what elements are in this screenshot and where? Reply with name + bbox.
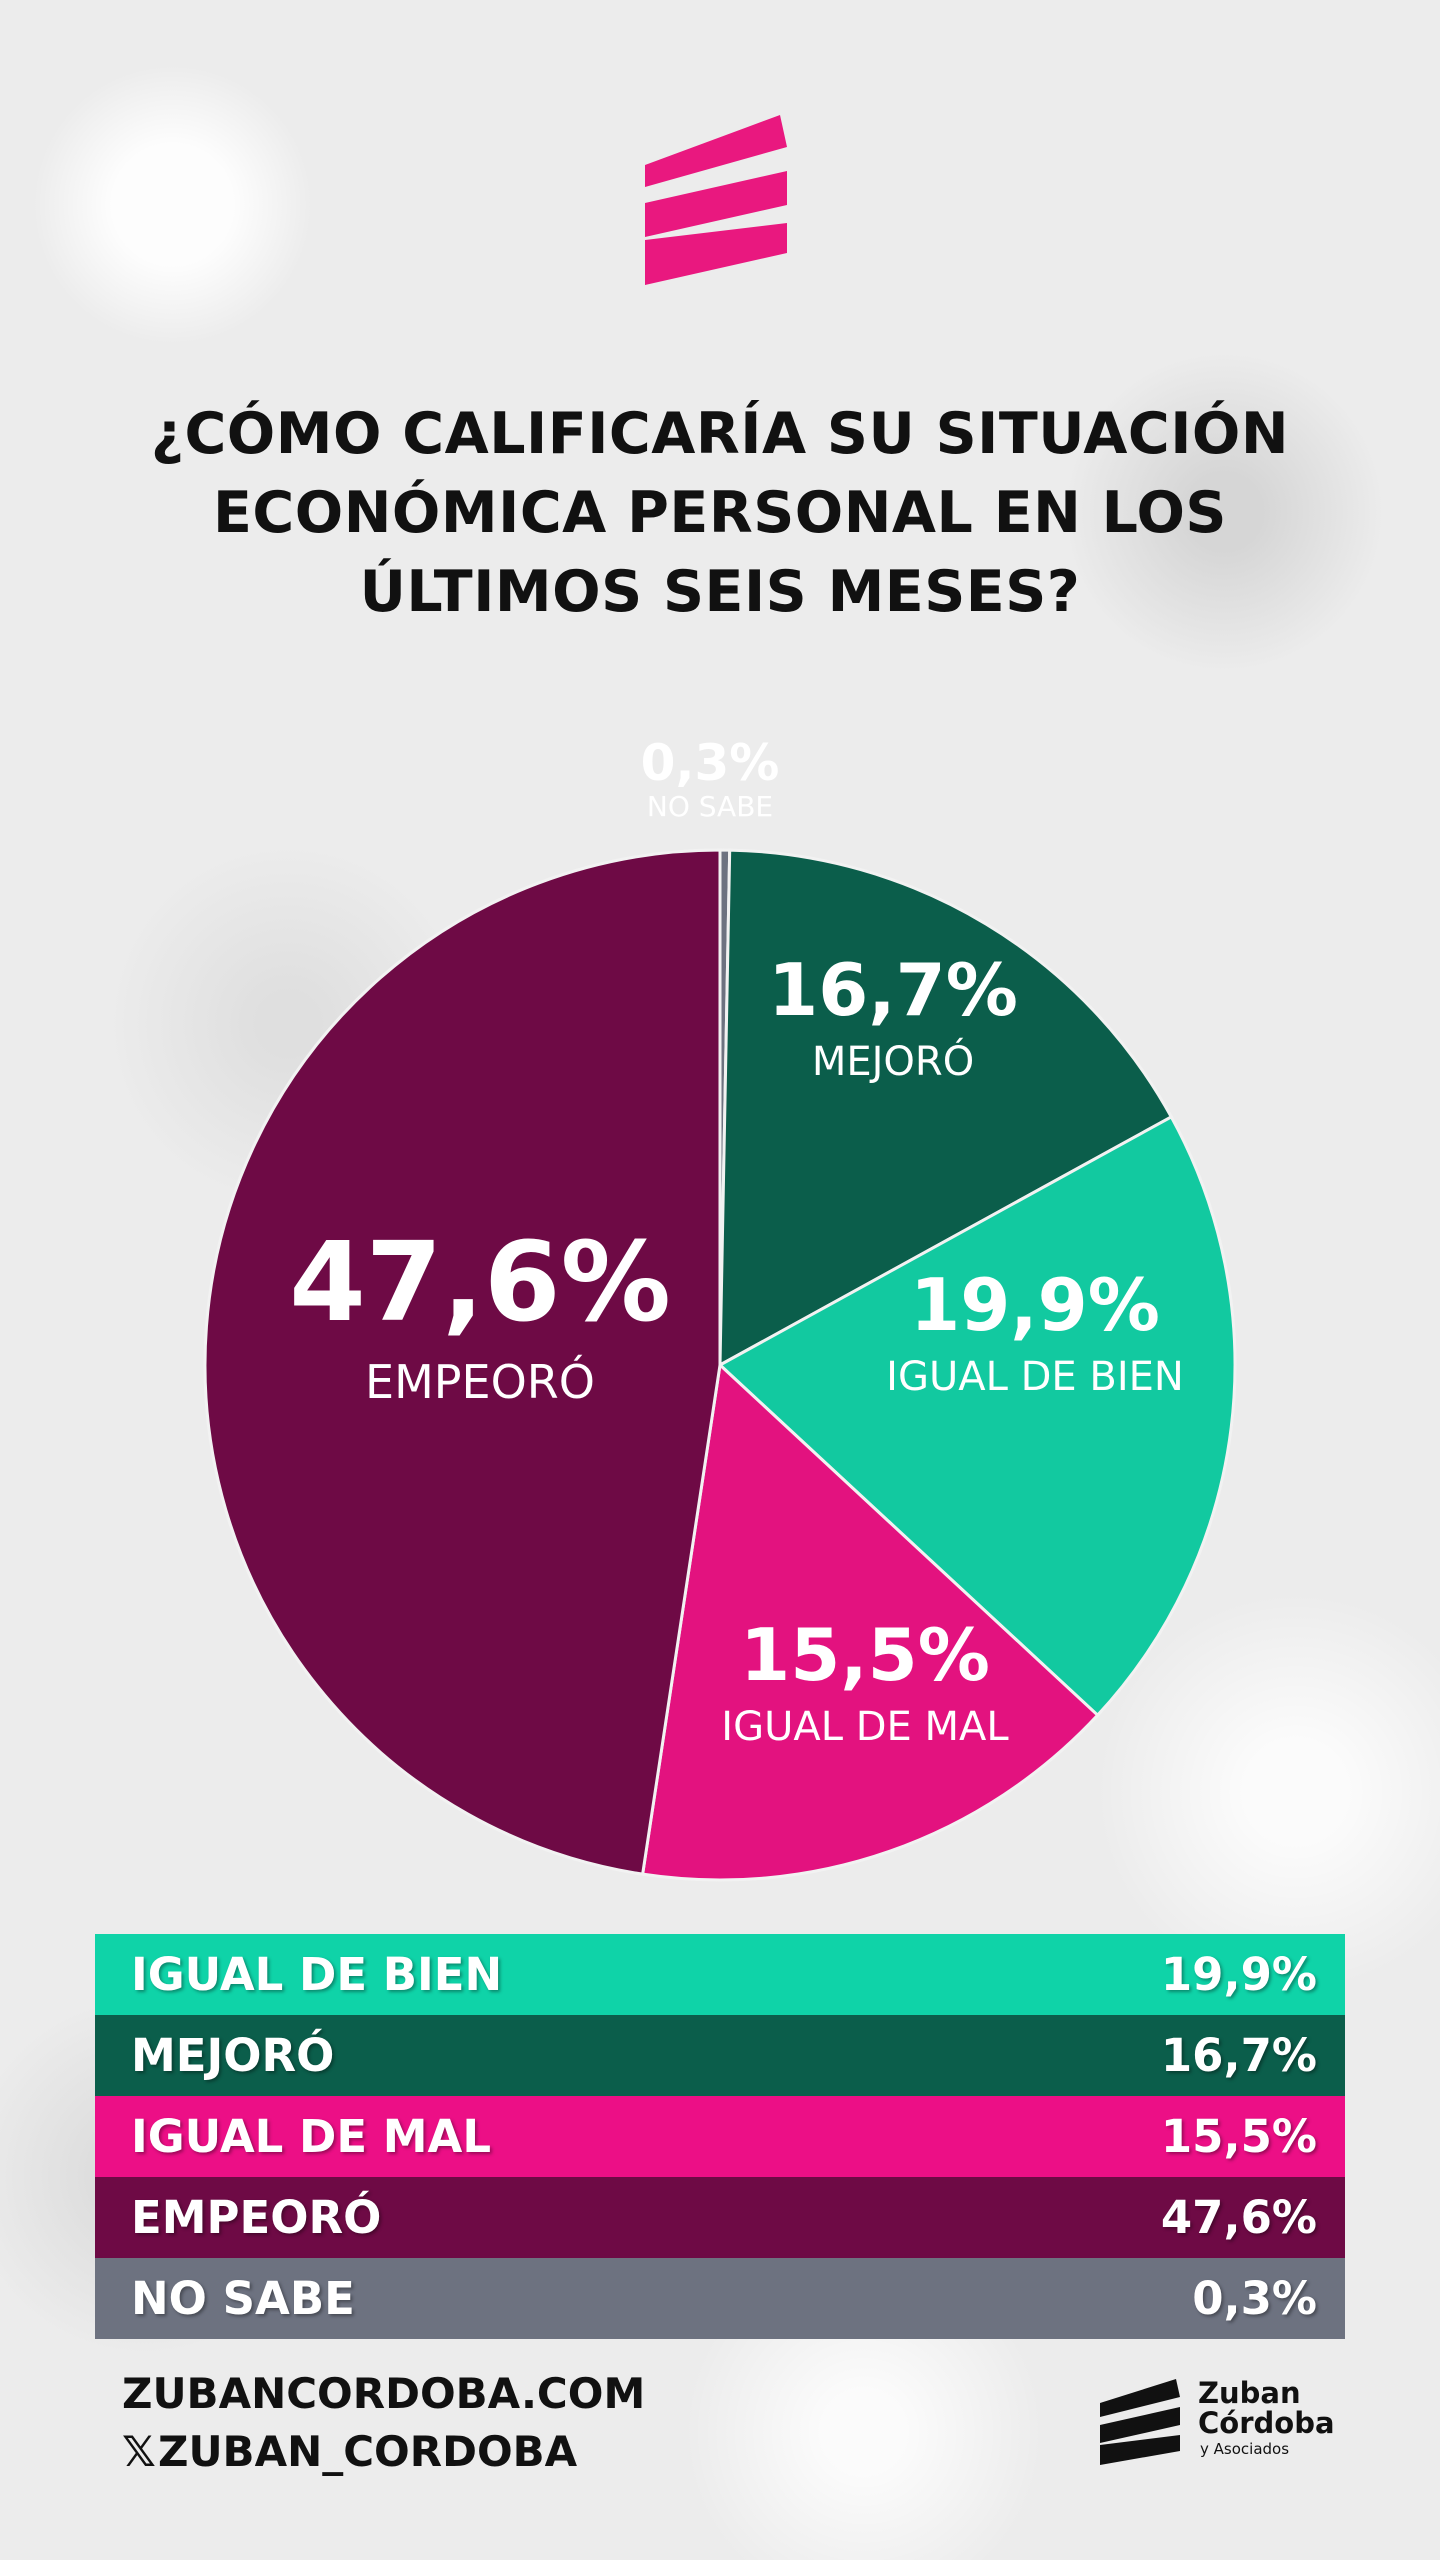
row-value: 19,9% <box>1160 1948 1317 2001</box>
handle-text: ZUBAN_CORDOBA <box>158 2427 578 2476</box>
brand-name-line-3: y Asociados <box>1200 2440 1290 2458</box>
pie-slice-mejoró <box>718 848 1174 1368</box>
brand-logo-icon <box>645 115 787 285</box>
row-value: 16,7% <box>1160 2029 1317 2082</box>
title-line-1: ¿CÓMO CALIFICARÍA SU SITUACIÓN <box>150 401 1290 467</box>
brand-mark-icon <box>1100 2379 1180 2465</box>
slice-category-label: IGUAL DE BIEN <box>886 1354 1184 1400</box>
slice-category-label: MEJORÓ <box>812 1037 974 1085</box>
slice-value-label: 0,3% <box>641 734 780 792</box>
pie-slice-empeoró <box>203 848 722 1876</box>
slice-category-label: EMPEORÓ <box>365 1355 595 1409</box>
page-title: ¿CÓMO CALIFICARÍA SU SITUACIÓN ECONÓMICA… <box>60 395 1380 632</box>
table-row: IGUAL DE MAL 15,5% <box>95 2096 1345 2177</box>
footer-brand-logo: Zuban Córdoba y Asociados <box>1100 2375 1335 2475</box>
slice-category-label: IGUAL DE MAL <box>721 1704 1009 1750</box>
slice-value-label: 16,7% <box>768 948 1018 1032</box>
row-label: EMPEORÓ <box>131 2191 382 2244</box>
title-line-2: ECONÓMICA PERSONAL EN LOS <box>213 480 1227 546</box>
table-row: EMPEORÓ 47,6% <box>95 2177 1345 2258</box>
pie-slice-igual-de-mal <box>640 1361 1100 1882</box>
row-label: MEJORÓ <box>131 2029 335 2082</box>
pie-chart: 0,3%NO SABE 16,7% MEJORÓ 19,9% IGUAL DE BIEN… <box>203 734 1237 1882</box>
slice-value-label: 47,6% <box>289 1218 671 1346</box>
row-label: NO SABE <box>131 2272 355 2325</box>
summary-table: IGUAL DE BIEN 19,9% MEJORÓ 16,7% IGUAL DE MA… <box>95 1934 1345 2339</box>
table-row: NO SABE 0,3% <box>95 2258 1345 2339</box>
row-value: 15,5% <box>1160 2110 1317 2163</box>
table-row: MEJORÓ 16,7% <box>95 2015 1345 2096</box>
title-line-3: ÚLTIMOS SEIS MESES? <box>359 559 1081 625</box>
social-handle[interactable]: 𝕏ZUBAN_CORDOBA <box>122 2423 645 2481</box>
brand-name-line-2: Córdoba <box>1198 2406 1335 2440</box>
footer-contact: ZUBANCORDOBA.COM 𝕏ZUBAN_CORDOBA <box>122 2365 645 2481</box>
brand-name-line-1: Zuban <box>1198 2376 1301 2410</box>
slice-value-label: 19,9% <box>910 1263 1160 1347</box>
x-logo-icon: 𝕏 <box>122 2427 156 2476</box>
row-value: 0,3% <box>1192 2272 1317 2325</box>
row-label: IGUAL DE MAL <box>131 2110 492 2163</box>
row-label: IGUAL DE BIEN <box>131 1948 503 2001</box>
website-link[interactable]: ZUBANCORDOBA.COM <box>122 2369 646 2418</box>
table-row: IGUAL DE BIEN 19,9% <box>95 1934 1345 2015</box>
slice-category-label: NO SABE <box>647 790 773 823</box>
slice-value-label: 15,5% <box>740 1613 990 1697</box>
row-value: 47,6% <box>1160 2191 1317 2244</box>
pie-slice-igual-de-bien <box>717 1114 1237 1718</box>
